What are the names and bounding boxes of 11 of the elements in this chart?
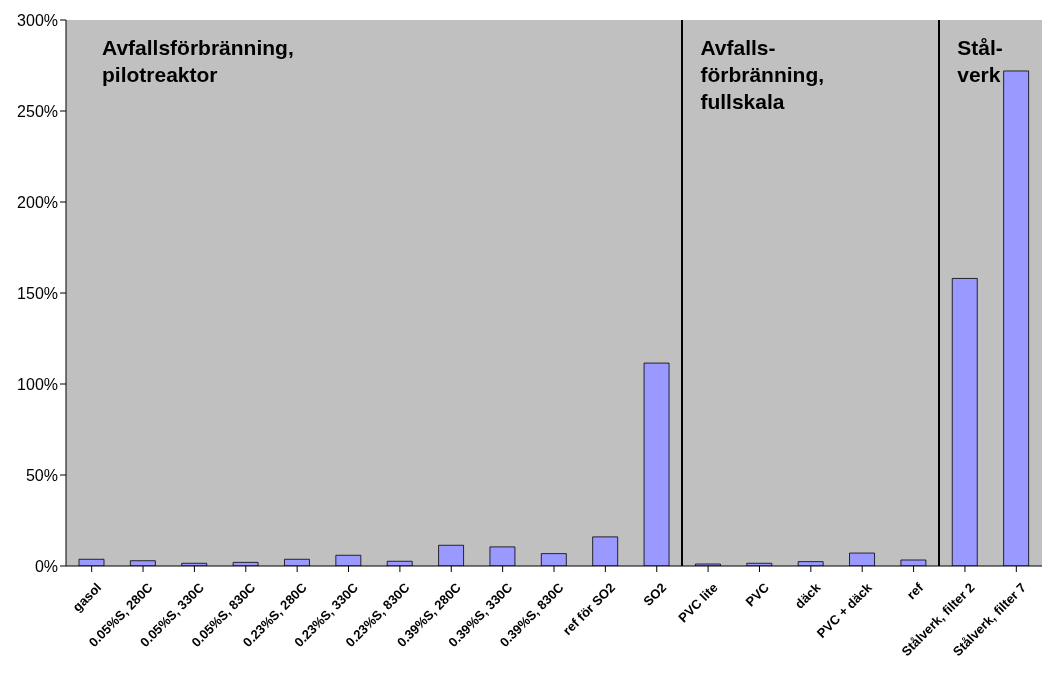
y-tick-label: 300% [17, 11, 58, 29]
y-tick-label: 250% [17, 102, 58, 120]
band-label: Avfallsförbränning, pilotreaktor [102, 35, 295, 88]
y-tick-label: 50% [25, 466, 58, 484]
y-tick-label: 150% [17, 284, 58, 302]
y-tick-label: 0% [34, 557, 58, 575]
band-label: Stål-verk [957, 35, 1004, 88]
band-label: Avfalls-förbränning, fullskala [700, 35, 826, 115]
y-tick-label: 100% [17, 375, 58, 393]
y-tick-label: 200% [17, 193, 58, 211]
x-tick-label: ref [903, 579, 927, 603]
